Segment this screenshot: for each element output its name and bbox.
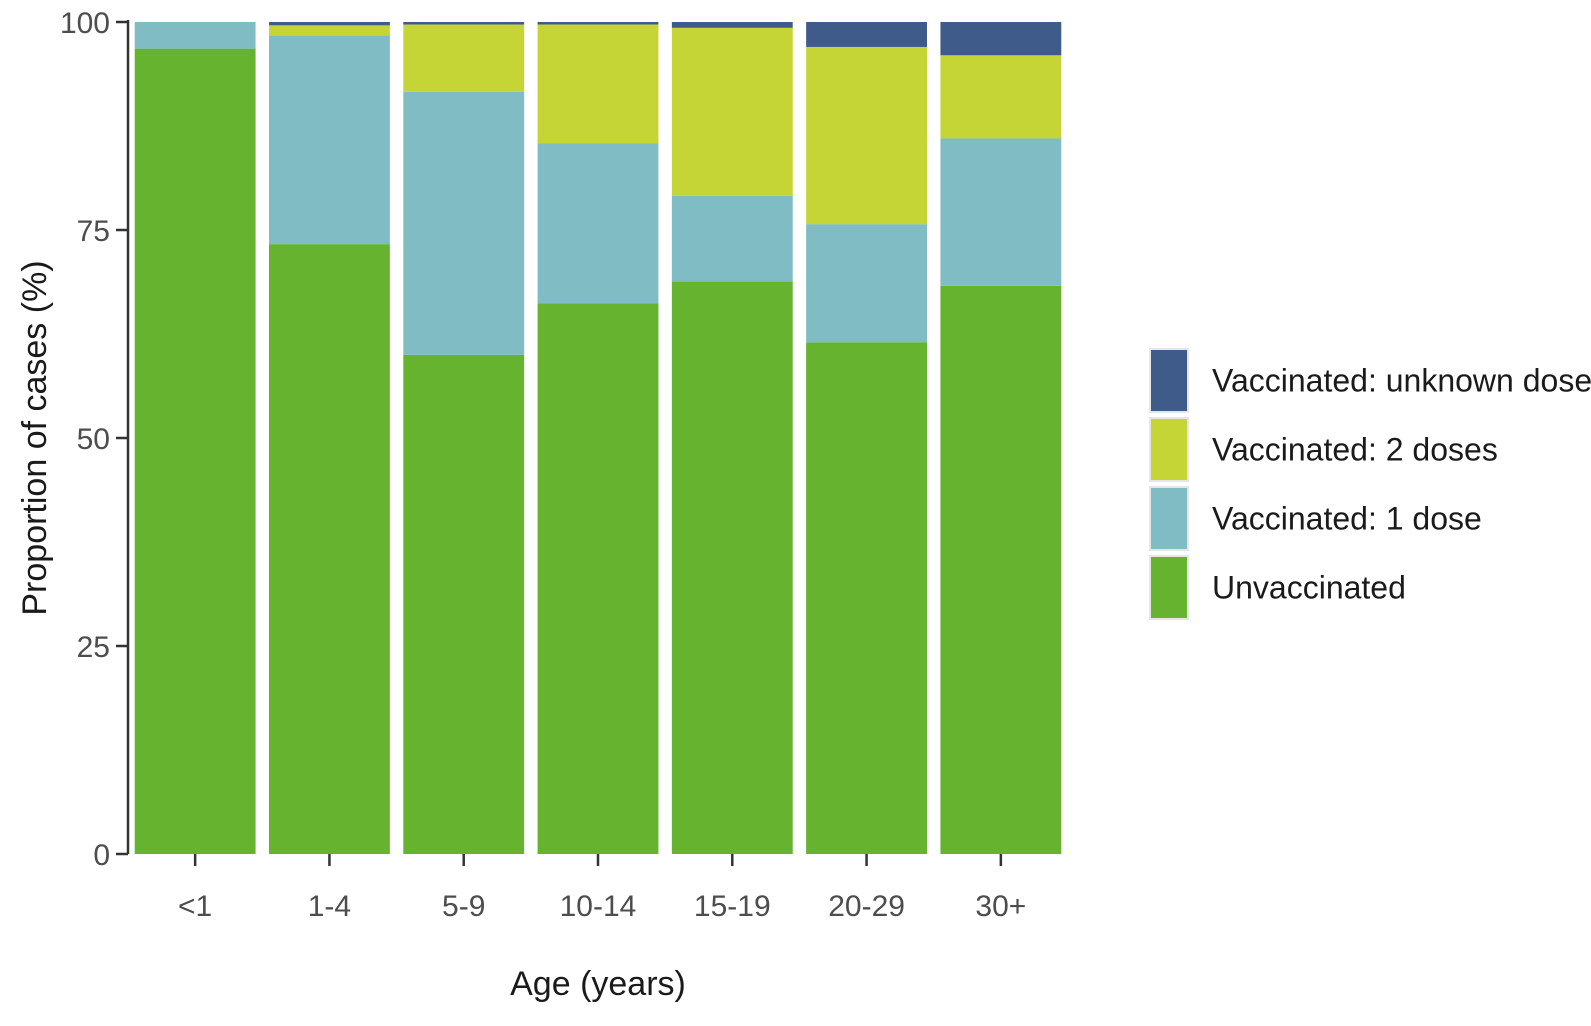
x-tick-label: 5-9 [442, 890, 485, 923]
legend-label: Vaccinated: 1 dose [1212, 501, 1482, 537]
x-tick-label: 20-29 [828, 890, 905, 923]
x-tick-label: 1-4 [308, 890, 351, 923]
bar-10-14-unvaccinated [537, 303, 659, 855]
legend-swatch [1149, 555, 1189, 620]
legend: Vaccinated: unknown doses Vaccinated: 2 d… [1149, 348, 1591, 620]
bar-20-29-vaccinated-unknown-doses [806, 22, 927, 47]
bar-stack-10-14 [537, 22, 659, 855]
bar-30-vaccinated-unknown-doses [940, 22, 1062, 56]
y-tick-label: 0 [93, 839, 110, 872]
legend-label: Vaccinated: 2 doses [1212, 432, 1498, 468]
bar-1-4-vaccinated-2-doses [269, 25, 390, 36]
x-axis-title: Age (years) [510, 965, 686, 1003]
x-tick-label: 15-19 [694, 890, 771, 923]
legend-item-vaccinated-1-dose: Vaccinated: 1 dose [1149, 486, 1482, 551]
bar-stack-1-4 [269, 22, 390, 854]
legend-swatch [1149, 348, 1189, 413]
bar-30-vaccinated-1-dose [940, 138, 1062, 286]
bar-10-14-vaccinated-2-doses [537, 24, 659, 144]
legend-swatch [1149, 417, 1189, 482]
y-tick-label: 25 [77, 631, 110, 664]
bar-5-9-vaccinated-1-dose [403, 91, 525, 355]
bar-stack-1 [134, 22, 256, 855]
bar-1-unvaccinated [134, 48, 256, 855]
legend-item-vaccinated-2-doses: Vaccinated: 2 doses [1149, 417, 1498, 482]
bar-1-vaccinated-1-dose [134, 22, 256, 49]
bar-30-unvaccinated [940, 285, 1062, 854]
legend-label: Unvaccinated [1212, 570, 1406, 606]
bar-10-14-vaccinated-unknown-doses [537, 22, 659, 25]
bar-20-29-vaccinated-1-dose [806, 224, 927, 343]
bar-30-vaccinated-2-doses [940, 55, 1062, 139]
bar-15-19-unvaccinated [671, 281, 793, 855]
legend-item-unvaccinated: Unvaccinated [1149, 555, 1406, 620]
bar-5-9-unvaccinated [403, 354, 525, 854]
bar-20-29-vaccinated-2-doses [806, 46, 927, 225]
bar-10-14-vaccinated-1-dose [537, 143, 659, 304]
bar-1-4-vaccinated-unknown-doses [269, 22, 390, 26]
bar-stack-15-19 [671, 22, 793, 855]
bar-15-19-vaccinated-2-doses [671, 27, 793, 196]
legend-swatch [1149, 486, 1189, 551]
bar-1-4-unvaccinated [269, 244, 390, 854]
bar-5-9-vaccinated-2-doses [403, 24, 525, 92]
bar-20-29-unvaccinated [806, 342, 927, 854]
bar-stack-20-29 [806, 22, 927, 854]
bar-stack-30 [940, 22, 1062, 854]
bars-layer [134, 22, 1062, 855]
y-axis-title: Proportion of cases (%) [16, 260, 54, 615]
bar-1-4-vaccinated-1-dose [269, 35, 390, 245]
bar-5-9-vaccinated-unknown-doses [403, 22, 525, 25]
y-tick-label: 50 [77, 423, 110, 456]
legend-label: Vaccinated: unknown doses [1212, 363, 1591, 399]
legend-item-vaccinated-unknown-doses: Vaccinated: unknown doses [1149, 348, 1591, 413]
bar-15-19-vaccinated-unknown-doses [671, 22, 793, 28]
bar-15-19-vaccinated-1-dose [671, 195, 793, 282]
x-tick-label: 30+ [975, 890, 1026, 923]
axes: 0 25 50 75 100 <1 1-4 5-9 10-14 15-19 20-29 30+ [60, 7, 1026, 923]
x-tick-label: <1 [178, 890, 212, 923]
y-tick-label: 100 [60, 7, 110, 40]
y-tick-label: 75 [77, 215, 110, 248]
x-tick-label: 10-14 [560, 890, 637, 923]
bar-stack-5-9 [403, 22, 525, 854]
